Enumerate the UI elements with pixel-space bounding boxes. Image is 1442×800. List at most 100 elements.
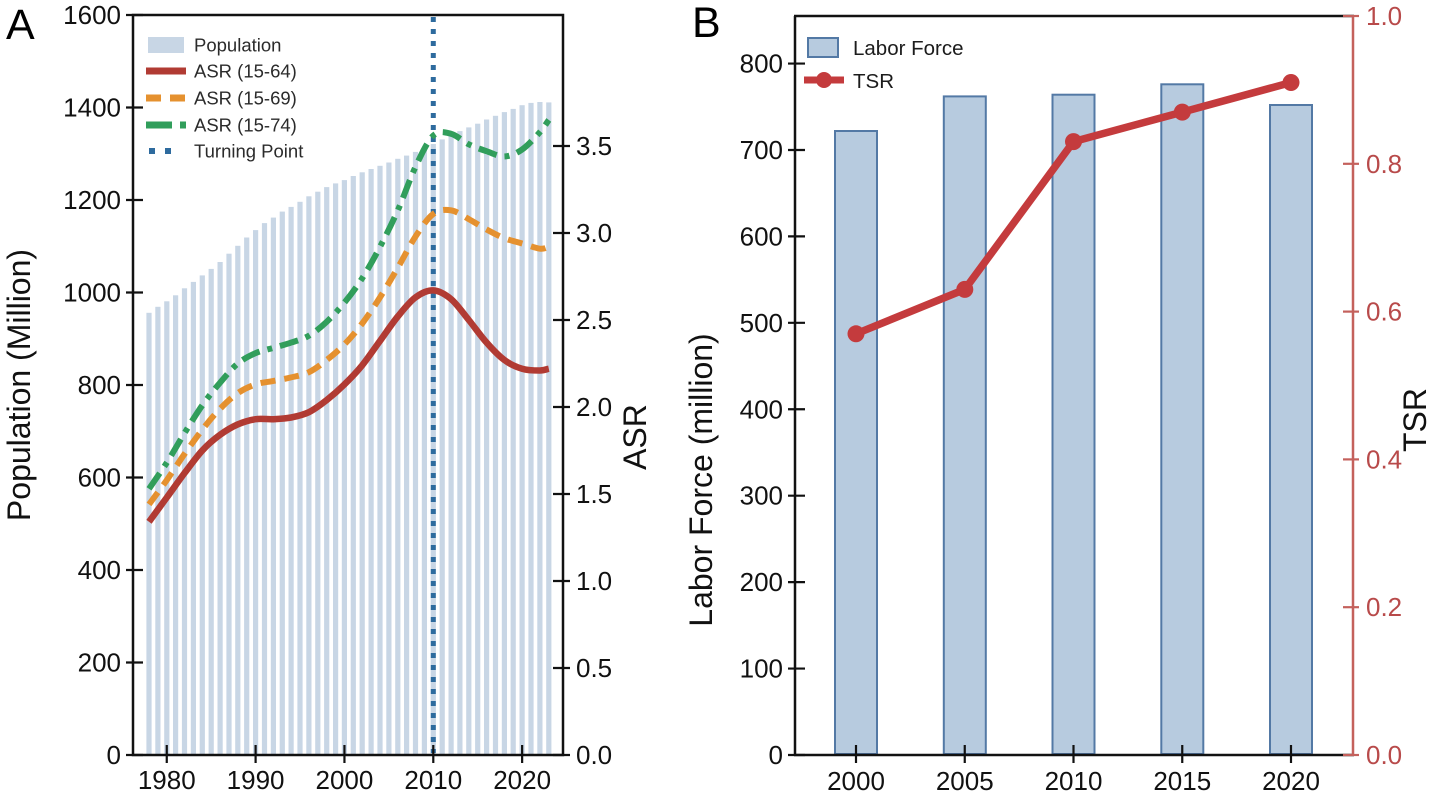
y-tick-label: 3.5 — [576, 131, 612, 161]
legend-label: ASR (15-64) — [194, 61, 297, 82]
x-tick-label: 1980 — [138, 765, 196, 795]
y-tick-label: 1.5 — [576, 479, 612, 509]
population-bar — [261, 223, 268, 756]
labor-force-bar — [1269, 104, 1313, 755]
population-bar — [341, 180, 347, 756]
labor-force-bar — [1160, 83, 1205, 756]
y-tick-label: 400 — [740, 394, 783, 424]
y-tick-label: 0.6 — [1366, 297, 1402, 327]
y-tick-label: 0.8 — [1366, 149, 1402, 179]
labor-force-bar — [834, 130, 878, 755]
x-tick-label: 2015 — [1153, 766, 1211, 796]
y-tick-label: 0.4 — [1366, 444, 1402, 474]
x-tick-label: 2020 — [493, 765, 551, 795]
population-bar — [164, 301, 170, 755]
asr-line-15-74 — [146, 118, 552, 491]
population-bar — [359, 172, 365, 756]
y-tick-label: 0.5 — [576, 653, 612, 683]
tsr-marker — [847, 325, 865, 343]
legend-swatch-population — [148, 37, 184, 53]
panel-a-label: A — [6, 1, 35, 49]
y-tick-label: 100 — [740, 654, 783, 684]
y-tick-label: 0.2 — [1366, 592, 1402, 622]
population-bar — [492, 115, 499, 756]
population-bar — [181, 288, 188, 755]
x-tick-label: 2000 — [316, 765, 374, 795]
population-bar — [546, 102, 552, 755]
y-tick-label: 1000 — [63, 278, 121, 308]
y-axis-title-right-a: ASR — [617, 404, 653, 470]
y-tick-label: 600 — [78, 463, 121, 493]
population-bar — [217, 262, 223, 755]
y-tick-label: 1600 — [63, 0, 121, 30]
tsr-marker — [1282, 74, 1300, 91]
y-tick-label: 1400 — [63, 93, 121, 123]
tsr-marker — [1173, 103, 1191, 121]
asr-line-15-69 — [146, 206, 550, 507]
y-tick-label: 300 — [740, 481, 783, 511]
tsr-marker — [956, 280, 974, 298]
y-axis-title-right-b: TSR — [1397, 388, 1433, 452]
y-tick-label: 0.0 — [1366, 740, 1402, 770]
legend-label: ASR (15-69) — [194, 88, 297, 109]
y-axis-left-a: 0 200 400 600 800 1000 1200 1400 1600 — [63, 0, 143, 770]
x-tick-label: 2010 — [1045, 766, 1103, 796]
legend-a: Population ASR (15-64) ASR (15-69) ASR (15-… — [146, 35, 303, 162]
y-tick-label: 1200 — [63, 185, 121, 215]
population-bar — [244, 237, 250, 755]
population-bar — [466, 127, 472, 755]
population-bar — [537, 102, 543, 755]
x-tick-label: 2010 — [404, 765, 462, 795]
x-tick-label: 2000 — [827, 766, 885, 796]
population-bar — [297, 201, 303, 756]
population-bar — [510, 108, 516, 755]
x-axis-a: 1980 1990 2000 2010 2020 — [138, 745, 551, 795]
population-bar — [190, 281, 196, 755]
y-tick-label: 200 — [78, 648, 121, 678]
legend-label: Turning Point — [194, 141, 303, 162]
legend-swatch-labor-force — [807, 37, 839, 58]
population-bar — [368, 169, 374, 755]
population-bar — [324, 187, 330, 756]
population-bar — [279, 211, 285, 756]
population-bar — [226, 253, 232, 755]
y-tick-label: 0.0 — [576, 740, 612, 770]
population-bar — [501, 112, 507, 756]
x-tick-label: 2020 — [1262, 766, 1320, 796]
labor-force-bar — [942, 95, 987, 755]
population-bar — [253, 230, 259, 756]
legend-label: TSR — [853, 70, 894, 93]
legend-label: Labor Force — [853, 37, 964, 60]
y-tick-label: 700 — [740, 135, 783, 165]
y-tick-label: 0 — [107, 740, 121, 770]
panel-b: 2000 2005 2010 2015 2020 0 100 200 300 400 500 600 7… — [683, 1, 1433, 796]
x-tick-label: 1990 — [227, 765, 285, 795]
legend-label: Population — [194, 35, 281, 56]
population-bar — [404, 155, 410, 756]
y-tick-label: 2.5 — [576, 305, 612, 335]
y-axis-right-a: 0.0 0.5 1.0 1.5 2.0 2.5 3.0 3.5 — [553, 131, 612, 770]
panel-b-label: B — [692, 0, 721, 47]
labor-force-bar — [1051, 93, 1096, 755]
population-bar — [350, 176, 356, 755]
population-bar — [235, 245, 241, 756]
y-tick-label: 800 — [78, 370, 121, 400]
y-tick-label: 1.0 — [1366, 1, 1402, 31]
population-bar — [457, 131, 463, 756]
y-axis-title-left-a: Population (Million) — [1, 249, 37, 521]
population-bar — [475, 123, 481, 755]
population-bar — [315, 191, 321, 755]
population-bar — [288, 206, 294, 755]
y-tick-label: 1.0 — [576, 566, 612, 596]
population-bar — [333, 183, 339, 755]
population-bar — [377, 165, 383, 756]
asr-line-15-64 — [146, 287, 550, 524]
population-bar — [412, 151, 419, 755]
y-tick-label: 500 — [740, 308, 783, 338]
x-tick-label: 2005 — [936, 766, 994, 796]
population-bar — [439, 139, 445, 755]
population-bar — [519, 105, 525, 755]
y-tick-label: 3.0 — [576, 218, 612, 248]
